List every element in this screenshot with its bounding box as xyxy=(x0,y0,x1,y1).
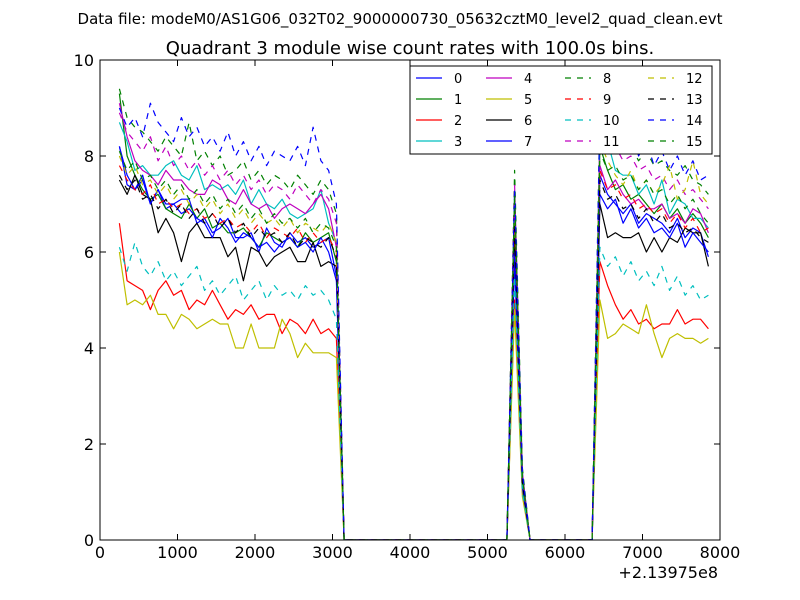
legend-label-2: 2 xyxy=(454,114,462,129)
suptitle: Data file: modeM0/AS1G06_032T02_90000007… xyxy=(78,10,723,29)
x-tick-label: 4000 xyxy=(390,543,431,562)
series-line-2 xyxy=(118,223,709,540)
axes-frame xyxy=(99,59,721,541)
series-line-13 xyxy=(118,174,709,540)
x-tick-label: 6000 xyxy=(545,543,586,562)
chart-title: Quadrant 3 module wise count rates with … xyxy=(166,38,655,59)
legend-label-11: 11 xyxy=(603,135,620,150)
y-tick-label: 2 xyxy=(84,435,94,454)
series-line-5 xyxy=(118,251,709,540)
y-tick-label: 0 xyxy=(84,531,94,550)
legend-label-13: 13 xyxy=(686,93,703,108)
series-line-10 xyxy=(118,241,709,540)
legend-label-12: 12 xyxy=(686,72,703,87)
x-tick-label: 5000 xyxy=(467,543,508,562)
x-offset-label: +2.13975e8 xyxy=(618,563,718,582)
y-tick-label: 10 xyxy=(74,51,94,70)
series-line-4 xyxy=(118,103,709,540)
legend-label-14: 14 xyxy=(686,114,703,129)
x-tick-label: 2000 xyxy=(235,543,276,562)
legend-label-10: 10 xyxy=(603,114,620,129)
x-tick-label: 8000 xyxy=(700,543,741,562)
legend-label-15: 15 xyxy=(686,135,703,150)
legend-label-1: 1 xyxy=(454,93,462,108)
series-line-12 xyxy=(118,141,709,540)
x-tick-label: 3000 xyxy=(312,543,353,562)
series-line-6 xyxy=(118,174,709,540)
legend-label-7: 7 xyxy=(524,135,532,150)
y-tick-label: 4 xyxy=(84,339,94,358)
legend-label-5: 5 xyxy=(524,93,532,108)
legend-label-4: 4 xyxy=(524,72,532,87)
legend-label-8: 8 xyxy=(603,72,611,87)
series-line-11 xyxy=(118,112,709,540)
x-tick-label: 0 xyxy=(95,543,105,562)
legend-label-0: 0 xyxy=(454,72,462,87)
series-line-15 xyxy=(118,150,709,540)
x-tick-label: 1000 xyxy=(157,543,198,562)
legend-label-3: 3 xyxy=(454,135,462,150)
y-tick-label: 8 xyxy=(84,147,94,166)
legend-label-6: 6 xyxy=(524,114,532,129)
series-line-7 xyxy=(118,146,709,540)
legend-label-9: 9 xyxy=(603,93,611,108)
y-tick-label: 6 xyxy=(84,243,94,262)
legend-frame xyxy=(409,65,713,155)
x-tick-label: 7000 xyxy=(622,543,663,562)
